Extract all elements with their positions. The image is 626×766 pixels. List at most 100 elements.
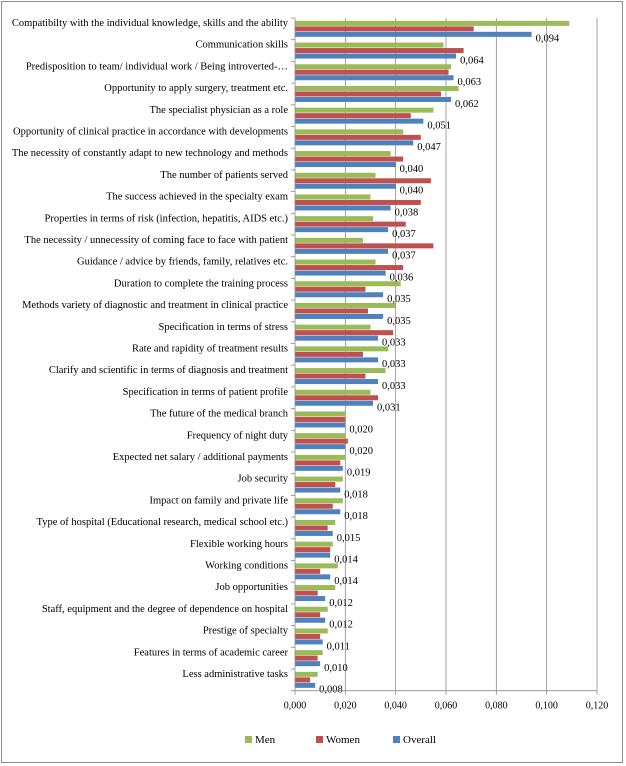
bar-women: [295, 525, 328, 531]
category-label: Guidance / advice by friends, family, re…: [77, 257, 288, 268]
category-label: Impact on family and private life: [150, 495, 289, 506]
category-label: Predisposition to team/ individual work …: [26, 61, 288, 72]
x-tick-label: 0,080: [485, 701, 508, 712]
bar-men: [295, 563, 338, 569]
data-label: 0,011: [327, 641, 350, 652]
data-label: 0,015: [337, 533, 361, 544]
bar-men: [295, 346, 389, 352]
data-label: 0,020: [349, 446, 373, 457]
category-label: The specialist physician as a role: [150, 105, 289, 116]
bar-women: [295, 677, 311, 683]
category-label: Expected net salary / additional payment…: [113, 452, 288, 463]
bar-women: [295, 373, 366, 379]
data-label: 0,014: [334, 555, 358, 566]
bar-overall: [295, 487, 341, 493]
category-label: Specification in terms of stress: [159, 322, 288, 333]
x-tick-label: 0,120: [586, 701, 609, 712]
bar-overall: [295, 509, 341, 515]
bar-women: [295, 178, 431, 184]
data-label: 0,094: [536, 34, 560, 45]
bar-men: [295, 172, 376, 178]
bar-overall: [295, 313, 384, 319]
labels: Compatibilty with the individual knowled…: [12, 18, 560, 696]
bar-overall: [295, 53, 457, 59]
bar-women: [295, 351, 363, 357]
data-label: 0,063: [458, 77, 482, 88]
bar-women: [295, 156, 404, 162]
data-label: 0,033: [382, 381, 406, 392]
category-label: The number of patients served: [160, 170, 288, 181]
bar-women: [295, 633, 321, 639]
data-label: 0,008: [319, 685, 343, 696]
bar-men: [295, 151, 391, 157]
bar-men: [295, 302, 396, 308]
bar-women: [295, 590, 318, 596]
data-label: 0,033: [382, 338, 406, 349]
bar-overall: [295, 335, 379, 341]
bar-women: [295, 568, 321, 574]
bar-overall: [295, 596, 326, 602]
bar-men: [295, 541, 333, 547]
bars: [295, 20, 570, 688]
legend-swatch-overall: [393, 736, 400, 743]
bar-women: [295, 69, 449, 75]
category-label: Clarify and scientific in terms of diagn…: [49, 365, 288, 376]
bar-men: [295, 237, 363, 243]
category-label: Properties in terms of risk (infection, …: [45, 213, 289, 224]
bar-men: [295, 368, 386, 374]
bar-women: [295, 482, 336, 488]
bar-women: [295, 91, 441, 97]
bar-men: [295, 216, 374, 222]
category-label: Prestige of specialty: [203, 626, 289, 637]
category-label: Opportunity to apply surgery, treatment …: [104, 83, 288, 94]
legend-label-women: Women: [326, 734, 360, 746]
category-label: Opportunity of clinical practice in acco…: [13, 127, 288, 138]
x-tick-label: 0,100: [535, 701, 558, 712]
data-label: 0,040: [400, 164, 424, 175]
legend-swatch-women: [316, 736, 323, 743]
bar-women: [295, 416, 346, 422]
legend-label-men: Men: [255, 734, 276, 746]
bar-men: [295, 433, 346, 439]
category-label: Less administrative tasks: [182, 669, 288, 680]
category-label: The future of the medical branch: [150, 409, 289, 420]
x-tick-label: 0,060: [435, 701, 458, 712]
bar-overall: [295, 422, 346, 428]
bar-women: [295, 308, 368, 314]
bar-men: [295, 585, 336, 591]
bar-overall: [295, 682, 316, 688]
legend: Men Women Overall: [245, 734, 436, 746]
category-label: Frequency of night duty: [187, 430, 289, 441]
bar-men: [295, 628, 328, 634]
bar-women: [295, 48, 464, 54]
category-label: Communication skills: [196, 40, 288, 51]
bar-women: [295, 395, 379, 401]
data-label: 0,035: [387, 294, 411, 305]
bar-overall: [295, 530, 333, 536]
bar-men: [295, 519, 336, 525]
bar-women: [295, 113, 411, 119]
bar-men: [295, 85, 459, 91]
data-label: 0,037: [392, 251, 416, 262]
bar-women: [295, 655, 318, 661]
x-tick-label: 0,000: [284, 701, 307, 712]
bar-women: [295, 503, 333, 509]
bar-overall: [295, 118, 424, 124]
category-label: The necessity of constantly adapt to new…: [12, 148, 288, 159]
bar-men: [295, 129, 404, 135]
category-label: Methods variety of diagnostic and treatm…: [22, 300, 288, 311]
bar-women: [295, 199, 421, 205]
category-label: Type of hospital (Educational research, …: [37, 517, 289, 528]
bar-men: [295, 281, 401, 287]
data-label: 0,040: [400, 186, 424, 197]
data-label: 0,036: [390, 272, 414, 283]
data-label: 0,018: [344, 511, 368, 522]
bar-overall: [295, 292, 384, 298]
data-label: 0,019: [347, 468, 371, 479]
bar-overall: [295, 248, 389, 254]
bar-men: [295, 671, 318, 677]
bar-men: [295, 476, 343, 482]
legend-swatch-men: [245, 736, 252, 743]
bar-overall: [295, 552, 331, 558]
